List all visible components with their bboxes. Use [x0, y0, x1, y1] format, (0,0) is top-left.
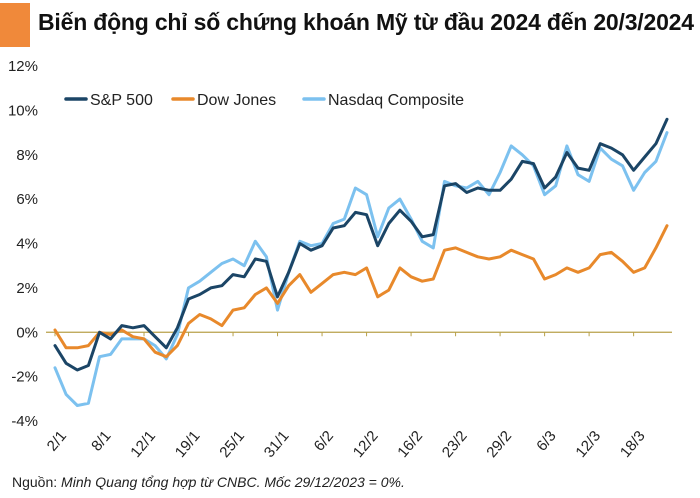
y-tick-label: 6%: [16, 191, 38, 208]
x-tick-label: 19/1: [172, 428, 204, 461]
x-tick-label: 2/1: [44, 428, 70, 455]
series-line-nasdaq: [53, 131, 669, 407]
x-tick-label: 31/1: [261, 428, 293, 461]
source-note: Nguồn: Minh Quang tổng hợp từ CNBC. Mốc …: [12, 474, 405, 490]
series-line-sp500: [53, 117, 669, 372]
x-tick-label: 6/2: [311, 428, 337, 455]
source-text: Minh Quang tổng hợp từ CNBC. Mốc 29/12/2…: [61, 474, 405, 490]
x-tick-label: 12/2: [350, 428, 382, 461]
x-tick-label: 25/1: [216, 428, 248, 461]
x-tick-label: 12/1: [127, 428, 159, 461]
y-tick-label: 0%: [16, 324, 38, 341]
x-tick-label: 6/3: [533, 428, 559, 455]
x-tick-label: 16/2: [394, 428, 426, 461]
legend-dow-jones-label: Dow Jones: [197, 92, 276, 109]
x-tick-label: 12/3: [572, 428, 604, 461]
y-tick-label: -4%: [11, 413, 38, 430]
y-tick-label: 2%: [16, 280, 38, 297]
series-line-dow-jones: [53, 224, 669, 359]
title-accent-bar: [0, 3, 30, 47]
line-chart: -4% -2% 0% 2% 4% 6% 8% 10% 12% 2/1 8/1 12/1 19/1 25/1…: [8, 58, 672, 461]
x-tick-label: 23/2: [439, 428, 471, 461]
legend-nasdaq-label: Nasdaq Composite: [328, 92, 464, 109]
chart-title: Biến động chỉ số chứng khoán Mỹ từ đầu 2…: [38, 9, 694, 35]
source-label: Nguồn:: [12, 474, 58, 490]
y-tick-label: -2%: [11, 369, 38, 386]
x-tick-label: 29/2: [483, 428, 515, 461]
y-tick-label: 12%: [8, 58, 38, 75]
y-tick-label: 4%: [16, 236, 38, 253]
y-tick-label: 10%: [8, 102, 38, 119]
x-tick-label: 18/3: [617, 428, 649, 461]
title-bar: Biến động chỉ số chứng khoán Mỹ từ đầu 2…: [0, 0, 700, 52]
x-tick-label: 8/1: [88, 428, 114, 455]
legend-sp500-label: S&P 500: [90, 92, 153, 109]
y-tick-label: 8%: [16, 147, 38, 164]
